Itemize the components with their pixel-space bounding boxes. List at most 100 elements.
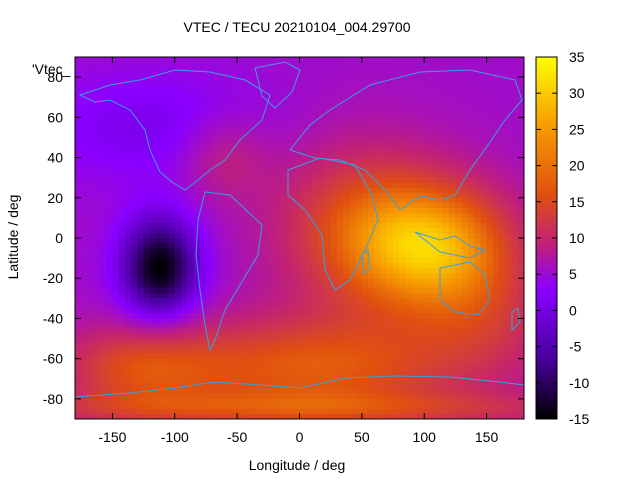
heatmap-cell xyxy=(430,122,438,128)
heatmap-cell xyxy=(311,167,319,174)
heatmap-cell xyxy=(461,92,469,98)
heatmap-cell xyxy=(262,217,269,224)
heatmap-cell xyxy=(274,363,282,370)
heatmap-cell xyxy=(417,187,425,194)
heatmap-cell xyxy=(499,227,506,234)
heatmap-cell xyxy=(174,278,182,284)
heatmap-cell xyxy=(255,212,263,219)
heatmap-cell xyxy=(280,142,288,149)
heatmap-cell xyxy=(411,298,419,304)
heatmap-cell xyxy=(467,87,475,93)
heatmap-cell xyxy=(199,192,207,199)
heatmap-cell xyxy=(143,132,151,139)
heatmap-cell xyxy=(474,368,481,375)
heatmap-cell xyxy=(218,328,226,335)
heatmap-cell xyxy=(112,167,120,174)
heatmap-cell xyxy=(324,263,332,269)
heatmap-cell xyxy=(324,82,332,88)
heatmap-cell xyxy=(75,243,82,249)
heatmap-cell xyxy=(131,162,138,169)
heatmap-cell xyxy=(511,383,519,390)
heatmap-cell xyxy=(262,373,269,380)
heatmap-cell xyxy=(193,333,201,340)
heatmap-cell xyxy=(168,248,176,254)
heatmap-cell xyxy=(349,207,357,214)
heatmap-cell xyxy=(380,172,388,179)
heatmap-cell xyxy=(268,162,276,169)
heatmap-cell xyxy=(336,162,344,169)
heatmap-cell xyxy=(131,227,138,234)
heatmap-cell xyxy=(106,363,114,370)
heatmap-cell xyxy=(505,313,513,320)
heatmap-cell xyxy=(349,187,357,194)
heatmap-cell xyxy=(499,318,506,325)
heatmap-cell xyxy=(181,192,188,199)
heatmap-cell xyxy=(230,87,238,93)
heatmap-cell xyxy=(224,263,232,269)
heatmap-cell xyxy=(517,373,524,380)
heatmap-cell xyxy=(230,358,238,365)
heatmap-cell xyxy=(424,343,432,350)
heatmap-cell xyxy=(517,67,524,73)
heatmap-cell xyxy=(492,238,500,244)
heatmap-cell xyxy=(249,318,257,325)
heatmap-cell xyxy=(187,177,195,184)
heatmap-cell xyxy=(156,328,163,335)
heatmap-cell xyxy=(118,87,126,93)
heatmap-cell xyxy=(287,72,294,78)
heatmap-cell xyxy=(156,273,163,279)
heatmap-cell xyxy=(436,147,444,154)
heatmap-cell xyxy=(106,157,114,164)
heatmap-cell xyxy=(181,358,188,365)
heatmap-cell xyxy=(243,248,251,254)
heatmap-cell xyxy=(106,132,114,139)
heatmap-cell xyxy=(349,278,357,284)
heatmap-cell xyxy=(442,298,450,304)
heatmap-cell xyxy=(305,222,313,229)
heatmap-cell xyxy=(249,288,257,294)
heatmap-cell xyxy=(411,283,419,289)
heatmap-cell xyxy=(87,283,95,289)
heatmap-cell xyxy=(243,258,251,264)
heatmap-cell xyxy=(224,313,232,320)
heatmap-cell xyxy=(330,57,338,63)
heatmap-cell xyxy=(517,187,524,194)
heatmap-cell xyxy=(287,248,294,254)
heatmap-cell xyxy=(255,368,263,375)
heatmap-cell xyxy=(499,328,506,335)
heatmap-cell xyxy=(474,318,481,325)
heatmap-cell xyxy=(262,127,269,134)
heatmap-cell xyxy=(505,298,513,304)
heatmap-cell xyxy=(224,92,232,98)
heatmap-cell xyxy=(374,212,382,219)
heatmap-cell xyxy=(212,82,220,88)
heatmap-cell xyxy=(343,313,350,320)
heatmap-cell xyxy=(442,172,450,179)
heatmap-cell xyxy=(455,152,463,159)
heatmap-cell xyxy=(293,358,301,365)
heatmap-cell xyxy=(311,212,319,219)
heatmap-cell xyxy=(305,343,313,350)
heatmap-cell xyxy=(336,177,344,184)
heatmap-cell xyxy=(449,353,457,360)
heatmap-cell xyxy=(249,353,257,360)
heatmap-cell xyxy=(99,393,107,400)
heatmap-cell xyxy=(106,57,114,63)
heatmap-cell xyxy=(287,328,294,335)
heatmap-cell xyxy=(311,187,319,194)
heatmap-cell xyxy=(492,328,500,335)
heatmap-cell xyxy=(243,77,251,83)
heatmap-cell xyxy=(181,303,188,309)
heatmap-cell xyxy=(106,293,114,299)
heatmap-cell xyxy=(449,333,457,340)
heatmap-cell xyxy=(131,358,138,365)
heatmap-cell xyxy=(511,393,519,400)
heatmap-cell xyxy=(311,177,319,184)
heatmap-cell xyxy=(143,318,151,325)
heatmap-cell xyxy=(511,318,519,325)
heatmap-cell xyxy=(349,243,357,249)
heatmap-cell xyxy=(480,243,488,249)
heatmap-cell xyxy=(318,308,326,315)
heatmap-cell xyxy=(131,238,138,244)
heatmap-cell xyxy=(81,227,89,234)
